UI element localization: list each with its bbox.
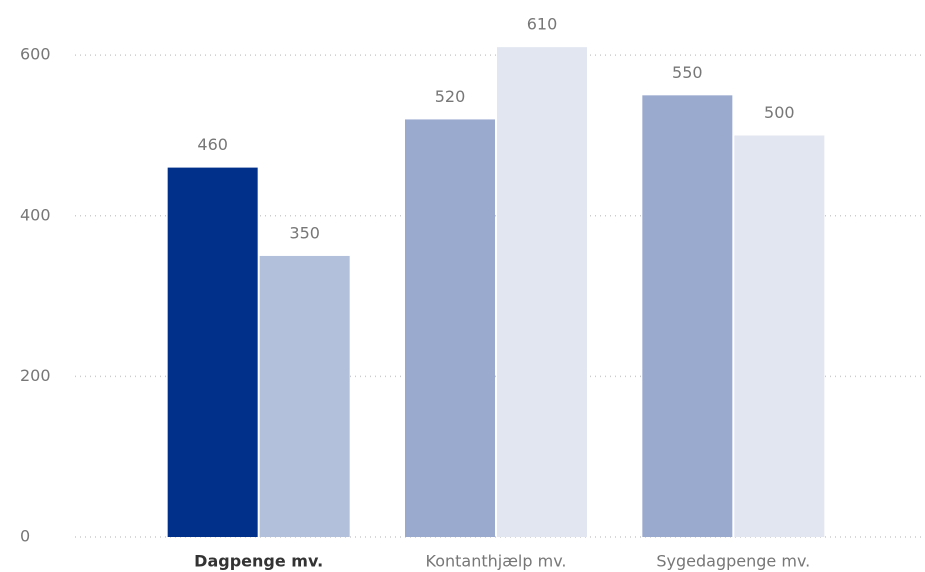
bar xyxy=(167,167,258,537)
data-label: 350 xyxy=(289,223,320,242)
y-tick-label: 200 xyxy=(20,366,51,385)
x-tick-label: Sygedagpenge mv. xyxy=(656,552,810,571)
bar xyxy=(734,135,825,537)
y-tick-label: 0 xyxy=(20,527,30,546)
data-label: 520 xyxy=(435,87,466,106)
bar xyxy=(642,95,733,537)
data-label: 550 xyxy=(672,63,703,82)
x-tick-label: Kontanthjælp mv. xyxy=(426,552,567,571)
y-tick-label: 600 xyxy=(20,45,51,64)
bar xyxy=(259,255,350,537)
y-tick-label: 400 xyxy=(20,205,51,224)
bar xyxy=(405,119,495,537)
bar xyxy=(497,47,587,537)
data-label: 460 xyxy=(197,135,228,154)
data-label: 610 xyxy=(527,15,558,34)
data-label: 500 xyxy=(764,103,795,122)
x-tick-label: Dagpenge mv. xyxy=(194,552,323,571)
